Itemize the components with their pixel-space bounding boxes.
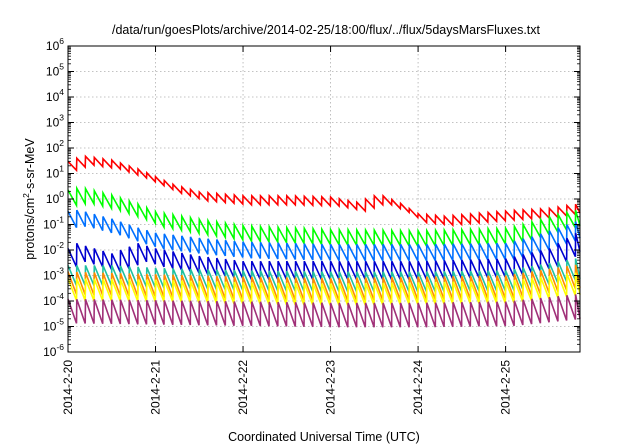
x-tick-label: 2014-2-23	[324, 360, 338, 415]
y-tick-label: 101	[46, 164, 64, 181]
x-tick-label: 2014-2-22	[236, 360, 250, 415]
y-tick-label: 10-3	[43, 266, 64, 283]
chart-title: /data/run/goesPlots/archive/2014-02-25/1…	[112, 23, 541, 37]
y-tick-label: 10-2	[43, 240, 64, 257]
series-line-0	[67, 154, 581, 228]
y-tick-label: 10-5	[43, 317, 64, 334]
y-axis-label: protons/cm2-s-sr-MeV	[21, 138, 37, 260]
x-tick-label: 2014-2-24	[411, 360, 425, 415]
series-line-2	[67, 209, 581, 262]
y-tick-label: 100	[46, 189, 64, 206]
series-group	[67, 154, 581, 328]
y-tick-label: 106	[46, 36, 64, 53]
x-tick-label: 2014-2-21	[149, 360, 163, 415]
x-tick-label: 2014-2-20	[61, 360, 75, 415]
y-axis: 10-6 10-5 10-4 10-3 10-2 10-1 100 101 102 103 104 1…	[43, 36, 580, 359]
y-tick-label: 10-4	[43, 291, 64, 308]
series-line-6	[67, 272, 581, 306]
y-tick-label: 105	[46, 62, 64, 79]
y-tick-label: 104	[46, 87, 64, 104]
series-line-3	[67, 232, 581, 280]
y-tick-label: 103	[46, 113, 64, 130]
x-axis: 2014-2-20 2014-2-21 2014-2-22 2014-2-23 2014…	[61, 46, 513, 415]
y-tick-label: 10-1	[43, 215, 64, 232]
x-tick-label: 2014-2-25	[499, 360, 513, 415]
y-tick-label: 10-6	[43, 342, 64, 359]
series-line-7	[67, 294, 581, 328]
grid	[68, 46, 580, 352]
y-tick-label: 102	[46, 138, 64, 155]
x-axis-label: Coordinated Universal Time (UTC)	[228, 430, 420, 444]
series-line-1	[67, 185, 581, 250]
